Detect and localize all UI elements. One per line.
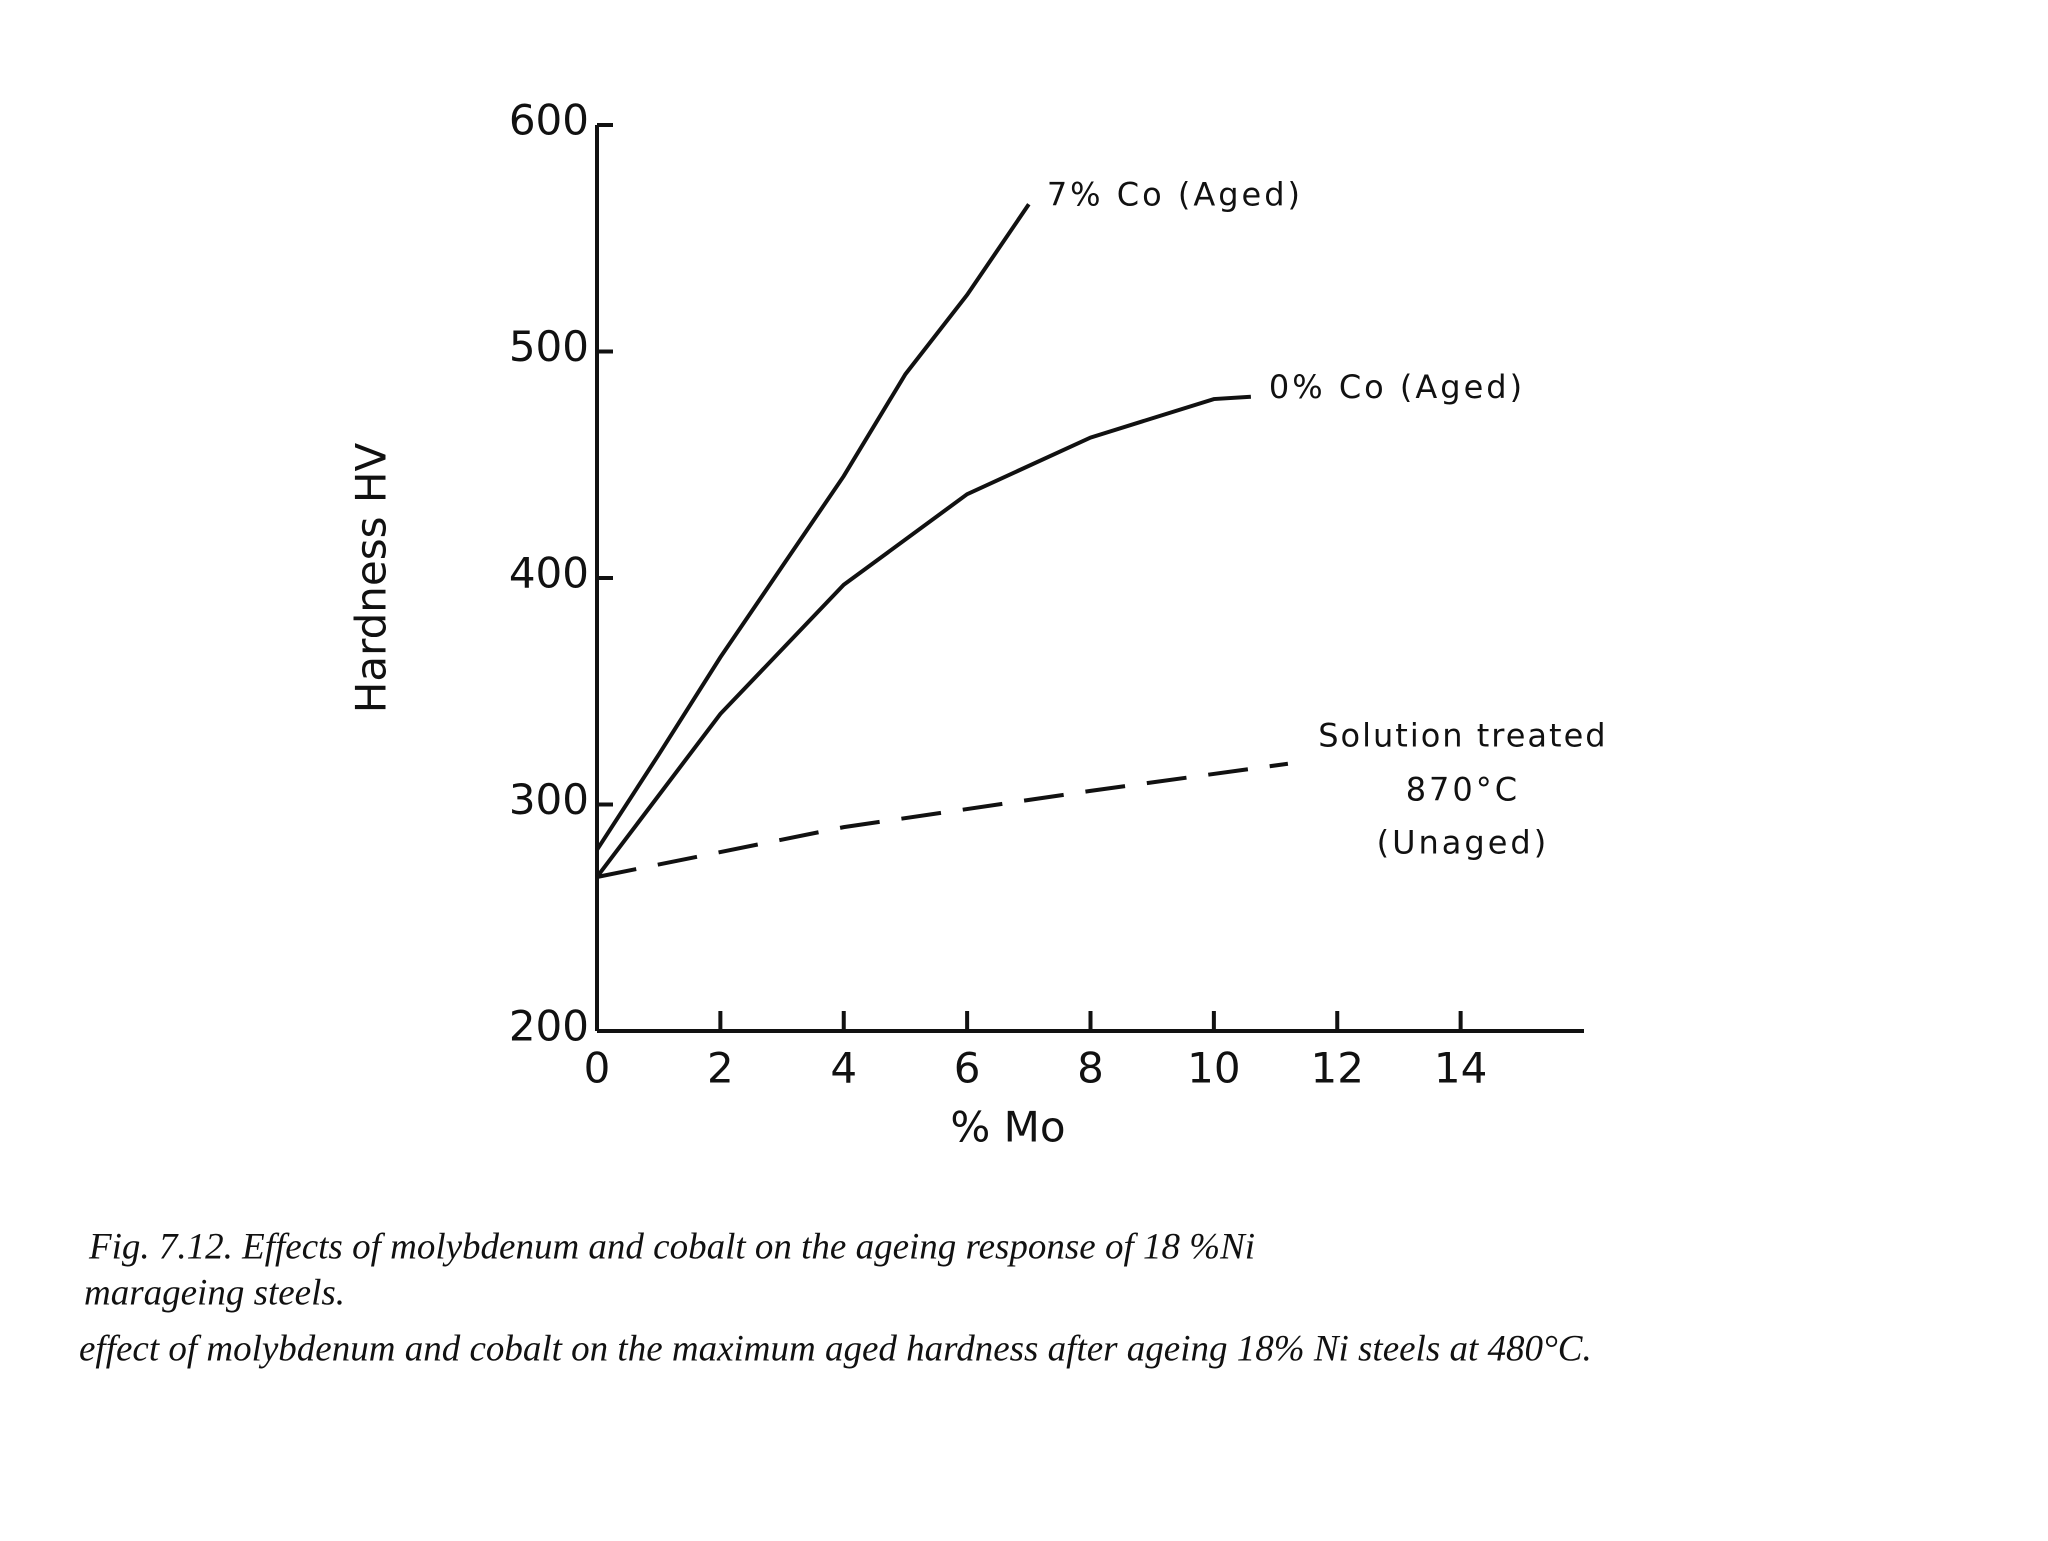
x-tick-label: 12 — [1311, 1044, 1364, 1093]
x-tick-label: 8 — [1077, 1044, 1104, 1093]
caption-line: Fig. 7.12. Effects of molybdenum and cob… — [88, 1226, 1255, 1267]
series-line — [596, 761, 1289, 879]
series-label: 870°C — [1406, 771, 1520, 809]
y-axis-title: Hardness HV — [347, 443, 396, 714]
x-tick-label: 2 — [707, 1044, 734, 1093]
series-line — [595, 203, 1031, 851]
x-tick-label: 10 — [1187, 1044, 1240, 1093]
series-label: 7% Co (Aged) — [1047, 175, 1303, 213]
series-line — [595, 394, 1252, 879]
series-label: 0% Co (Aged) — [1269, 368, 1525, 406]
x-tick-label: 6 — [954, 1044, 981, 1093]
x-tick-label: 0 — [584, 1044, 611, 1093]
y-tick-label: 200 — [509, 1002, 589, 1051]
y-tick-label: 600 — [509, 96, 589, 145]
series-label: Solution treated — [1318, 717, 1607, 755]
x-tick-label: 4 — [830, 1044, 857, 1093]
caption-line: marageing steels. — [84, 1272, 345, 1313]
y-tick-label: 400 — [509, 549, 589, 598]
caption-line: effect of molybdenum and cobalt on the m… — [79, 1328, 1592, 1369]
y-tick-label: 500 — [509, 322, 589, 371]
y-tick-label: 300 — [509, 775, 589, 824]
x-tick-label: 14 — [1434, 1044, 1487, 1093]
x-axis-title: % Mo — [950, 1103, 1065, 1152]
series-label: (Unaged) — [1377, 824, 1550, 862]
